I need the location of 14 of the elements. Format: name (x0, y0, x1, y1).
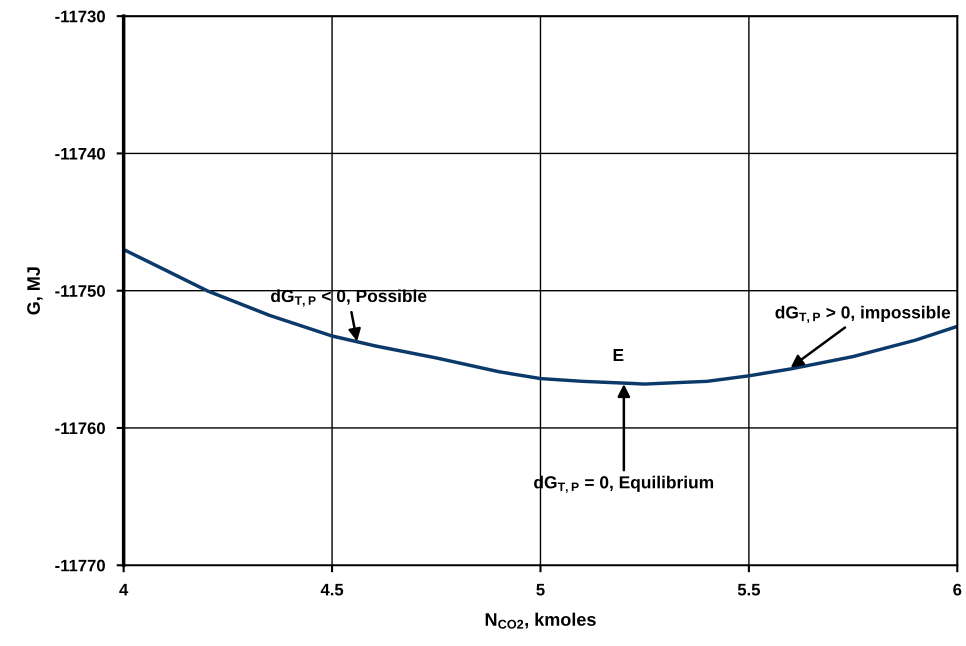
annotation: E (614, 349, 624, 361)
annotation: dG$_{T,P}$ > 0, impossible (775, 306, 950, 323)
y-tick-label: -11740 (55, 148, 105, 160)
y-tick-label: -11770 (55, 560, 105, 572)
x-tick-label: 5.5 (738, 584, 760, 596)
y-tick-label: -11730 (55, 10, 105, 22)
x-tick-label: 4 (119, 584, 128, 596)
y-axis-title: G, MJ (27, 267, 43, 315)
y-tick-label: -11760 (55, 422, 105, 434)
x-tick-label: 5 (536, 584, 545, 596)
x-axis-title: N$_{CO2}$, kmoles (486, 612, 596, 629)
x-tick-label: 6 (953, 584, 962, 596)
x-tick-label: 4.5 (320, 584, 344, 596)
y-tick-label: -11750 (55, 285, 105, 297)
